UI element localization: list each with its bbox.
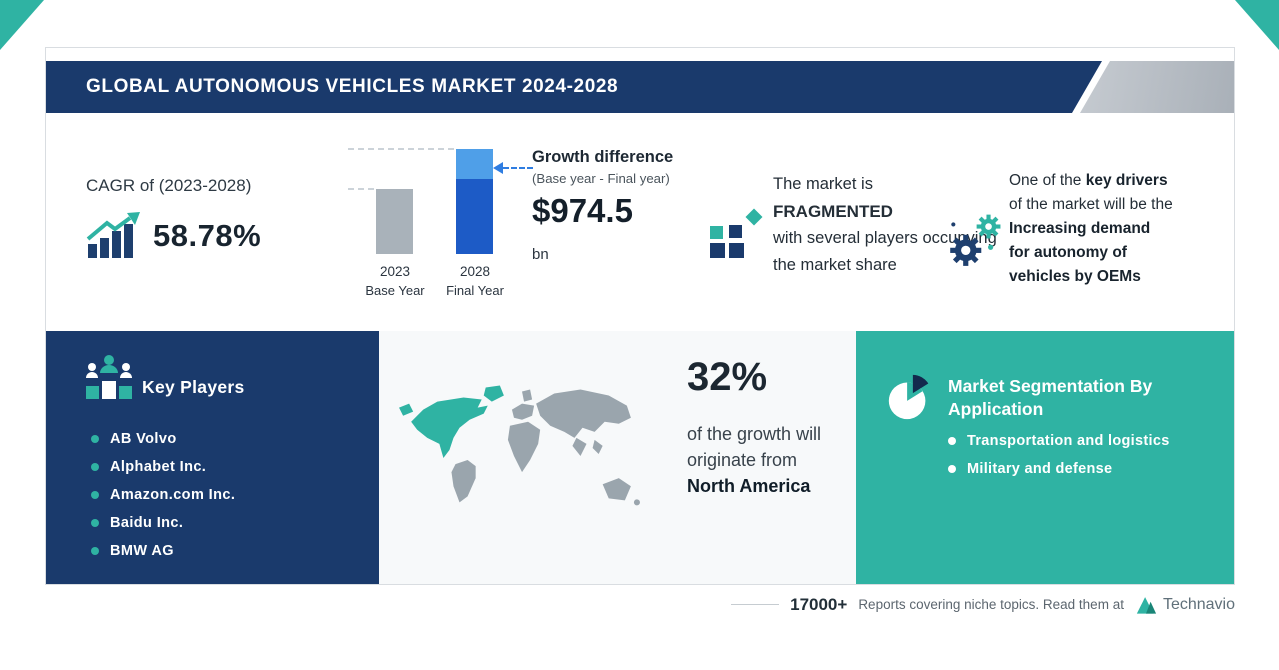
key-players-panel: Key Players AB Volvo Alphabet Inc. Amazo… — [46, 331, 379, 584]
segmentation-list: Transportation and logistics Military an… — [948, 427, 1170, 483]
regional-growth-panel: 32% of the growth will originate from No… — [379, 331, 856, 584]
technavio-brand-name[interactable]: Technavio — [1162, 595, 1235, 613]
key-player-name: BMW AG — [110, 543, 174, 559]
bar-year-final: 2028 — [459, 264, 491, 279]
header-ribbon — [1080, 61, 1234, 113]
regional-text: of the growth will originate from North … — [687, 421, 821, 499]
key-drivers-text: One of the key drivers of the market wil… — [1009, 169, 1173, 289]
key-player-name: AB Volvo — [110, 431, 177, 447]
bar-caption-base: Base Year — [365, 283, 425, 298]
regional-line2: originate from — [687, 450, 798, 470]
podium-people-icon — [86, 355, 132, 399]
list-item: Amazon.com Inc. — [91, 481, 235, 509]
bullet-dot — [91, 519, 99, 527]
list-item: Alphabet Inc. — [91, 453, 235, 481]
key-player-name: Alphabet Inc. — [110, 459, 207, 475]
drivers-line1-pre: One of the — [1009, 172, 1086, 189]
fragmentation-line2: with several players occupying — [773, 229, 997, 247]
regional-region: North America — [687, 476, 811, 496]
fragmentation-emphasis: FRAGMENTED — [773, 202, 893, 221]
infographic-card: GLOBAL AUTONOMOUS VEHICLES MARKET 2024-2… — [45, 47, 1235, 585]
bullet-dot — [91, 463, 99, 471]
growth-callout-title: Growth difference — [532, 148, 674, 166]
fragmentation-line1: The market is — [773, 175, 873, 193]
guide-dash-final — [348, 148, 454, 150]
list-item: AB Volvo — [91, 425, 235, 453]
teal-corner-accent-left — [0, 0, 44, 50]
drivers-line1-bold: key drivers — [1085, 172, 1168, 189]
regional-percent: 32% — [687, 355, 768, 399]
header-bar: GLOBAL AUTONOMOUS VEHICLES MARKET 2024-2… — [46, 61, 1102, 113]
bar-year-base: 2023 — [379, 264, 411, 279]
cagr-value: 58.78% — [153, 218, 262, 253]
cagr-label: CAGR of (2023-2028) — [86, 176, 252, 195]
bullet-dot — [948, 437, 956, 445]
segment-name: Transportation and logistics — [967, 433, 1170, 449]
technavio-arrow-icon — [1136, 597, 1157, 614]
bullet-dot — [91, 491, 99, 499]
bar-base-year — [376, 189, 413, 254]
drivers-line1: One of the key drivers — [1009, 169, 1173, 193]
key-players-title: Key Players — [142, 377, 245, 397]
footer: 17000+ Reports covering niche topics. Re… — [731, 594, 1235, 615]
segmentation-title: Market Segmentation By Application — [948, 376, 1153, 419]
key-player-name: Amazon.com Inc. — [110, 487, 236, 503]
technavio-logo[interactable]: Technavio — [1135, 594, 1235, 615]
pie-chart-icon — [888, 374, 929, 420]
bar-label-base: 2023 Base Year — [356, 262, 434, 300]
list-item: Baidu Inc. — [91, 509, 235, 537]
bar-label-final: 2028 Final Year — [436, 262, 514, 300]
page-title: GLOBAL AUTONOMOUS VEHICLES MARKET 2024-2… — [86, 76, 619, 97]
reports-count: 17000+ — [790, 594, 848, 614]
list-item: Transportation and logistics — [948, 427, 1170, 455]
drivers-line4: for autonomy of — [1009, 244, 1127, 261]
growth-callout-subtitle: (Base year - Final year) — [532, 171, 670, 186]
key-players-list: AB Volvo Alphabet Inc. Amazon.com Inc. B… — [91, 425, 235, 565]
growth-arrow-head — [493, 162, 503, 174]
regional-line1: of the growth will — [687, 424, 822, 444]
key-player-name: Baidu Inc. — [110, 515, 184, 531]
bar-final-year-cap — [456, 149, 493, 179]
guide-dash-base — [348, 188, 374, 190]
fragmentation-text: The market is FRAGMENTED with several pl… — [773, 171, 997, 279]
drivers-line3: Increasing demand — [1009, 220, 1151, 237]
drivers-line5: vehicles by OEMs — [1009, 268, 1141, 285]
growth-arrow-line — [503, 167, 533, 169]
squares-cluster-icon — [710, 208, 763, 258]
segmentation-panel: Market Segmentation By Application Trans… — [856, 331, 1234, 584]
list-item: Military and defense — [948, 455, 1170, 483]
bullet-dot — [91, 435, 99, 443]
footer-divider-line — [731, 604, 780, 605]
growth-value: $974.5 — [532, 192, 633, 229]
bar-chart-growth-icon — [86, 212, 140, 258]
list-item: BMW AG — [91, 537, 235, 565]
world-map — [399, 385, 640, 506]
cagr-row: 58.78% — [86, 212, 261, 260]
gears-icon — [950, 214, 1001, 266]
footer-text: Reports covering niche topics. Read them… — [858, 597, 1124, 612]
teal-corner-accent-right — [1235, 0, 1279, 50]
segment-name: Military and defense — [967, 461, 1113, 477]
fragmentation-line3: the market share — [773, 256, 897, 274]
bullet-dot — [948, 465, 956, 473]
bullet-dot — [91, 547, 99, 555]
bar-caption-final: Final Year — [446, 283, 504, 298]
drivers-line2: of the market will be the — [1009, 196, 1173, 213]
growth-unit: bn — [532, 246, 549, 263]
